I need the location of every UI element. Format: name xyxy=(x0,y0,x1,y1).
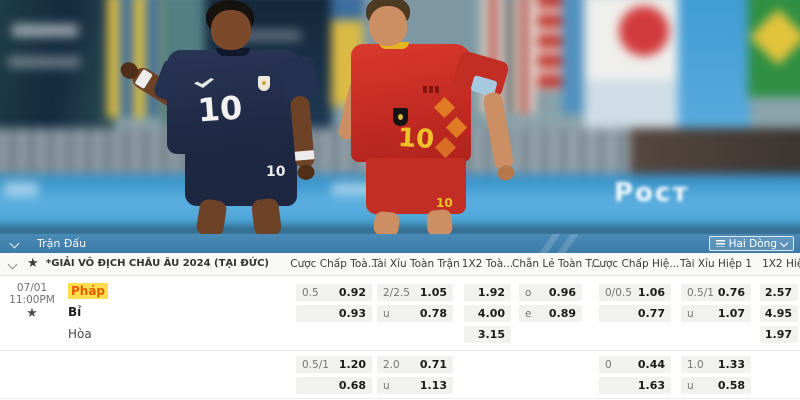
board-smudge xyxy=(4,182,38,196)
match-photo: Рост 10 10 xyxy=(0,0,800,234)
odds-ft-under-alt[interactable]: u 1.13 xyxy=(377,377,453,394)
draw-label: Hòa xyxy=(68,327,92,341)
france-leg xyxy=(250,197,283,234)
photo-bottom-shade xyxy=(0,227,800,234)
ad-board-text: Рост xyxy=(614,178,690,208)
section-collapse-chevron-icon[interactable] xyxy=(9,238,20,249)
odds-ft-handicap-home-alt[interactable]: 0.5/1 1.20 xyxy=(296,356,372,373)
column-header-ft-oddeven: Chẵn Lẻ Toàn T... xyxy=(512,258,601,270)
match-time: 11:00PM xyxy=(9,294,55,306)
bar-stripe-decor xyxy=(557,234,579,253)
belgium-collar xyxy=(379,42,409,49)
flag-yellow-blue xyxy=(107,0,161,118)
odds-fh-handicap-home[interactable]: 0/0.5 1.06 xyxy=(599,284,671,301)
odds-ft-over[interactable]: 2/2.5 1.05 xyxy=(377,284,453,301)
flag-japan xyxy=(584,0,680,82)
wristband xyxy=(294,150,315,161)
crowd-band xyxy=(0,128,630,178)
match-favorite-star-icon[interactable]: ★ xyxy=(26,306,38,321)
odds-ft-1x2-home[interactable]: 1.92 xyxy=(464,284,511,301)
odds-fh-handicap-away[interactable]: 0.77 xyxy=(599,305,671,322)
banner-text-smudge xyxy=(8,56,80,68)
crowd-dots xyxy=(0,128,630,178)
dark-band-right xyxy=(610,128,800,178)
belgium-leg xyxy=(425,208,454,234)
belgium-jersey-number: 10 xyxy=(397,123,435,155)
odds-ft-under[interactable]: u 0.78 xyxy=(377,305,453,322)
banner-text-smudge xyxy=(12,24,78,37)
odds-ft-odd[interactable]: o 0.96 xyxy=(519,284,582,301)
france-face xyxy=(211,10,251,50)
france-leg xyxy=(195,198,228,234)
league-title: *GIẢI VÔ ĐỊCH CHÂU ÂU 2024 (TẠI ĐỨC) xyxy=(46,258,269,269)
odds-fh-handicap-home-alt[interactable]: 0 0.44 xyxy=(599,356,671,373)
odds-fh-over-alt[interactable]: 1.0 1.33 xyxy=(681,356,751,373)
bottom-border xyxy=(0,398,800,399)
display-mode-label: Hai Dòng xyxy=(728,237,777,250)
belgium-leg xyxy=(372,210,401,234)
belgium-face xyxy=(369,6,407,46)
odds-ft-handicap-away[interactable]: 0.93 xyxy=(296,305,372,322)
column-header-ft-handicap: Cược Chấp Toà... xyxy=(290,258,378,270)
column-header-fh-1x2: 1X2 Hiệp 1 xyxy=(762,258,800,270)
chevron-down-icon xyxy=(779,238,789,247)
odds-ft-handicap-away-alt[interactable]: 0.68 xyxy=(296,377,372,394)
odds-fh-under-alt[interactable]: u 0.58 xyxy=(681,377,751,394)
match-row: 07/01 11:00PM ★ Pháp Bỉ Hòa 0.5 0.92 0.93… xyxy=(0,276,800,400)
odds-fh-under[interactable]: u 1.07 xyxy=(681,305,751,322)
banner-text-smudge xyxy=(221,30,301,41)
odds-fh-1x2-draw[interactable]: 1.97 xyxy=(760,326,798,343)
column-header-ft-overunder: Tài Xỉu Toàn Trận xyxy=(372,258,460,270)
odds-ft-1x2-draw[interactable]: 3.15 xyxy=(464,326,511,343)
bar-stripe-decor xyxy=(539,234,561,253)
belgium-crest xyxy=(393,108,408,126)
match-date: 07/01 xyxy=(16,282,48,294)
france-collar xyxy=(216,48,250,56)
league-favorite-star-icon[interactable]: ★ xyxy=(27,256,39,271)
match-datetime: 07/01 11:00PM xyxy=(0,282,64,306)
home-team: Pháp xyxy=(68,283,109,299)
odds-ft-handicap-home[interactable]: 0.5 0.92 xyxy=(296,284,372,301)
adidas-logo-icon xyxy=(423,86,439,93)
column-header-fh-handicap: Cược Chấp Hiệ... xyxy=(592,258,680,270)
line-group-separator xyxy=(0,350,800,351)
odds-ft-over-alt[interactable]: 2.0 0.71 xyxy=(377,356,453,373)
france-shorts-number: 10 xyxy=(266,164,286,180)
display-mode-button[interactable]: Hai Dòng xyxy=(708,236,794,251)
odds-ft-1x2-away[interactable]: 4.00 xyxy=(464,305,511,322)
home-team-name: Pháp xyxy=(68,283,109,299)
belgium-shorts-number: 10 xyxy=(436,196,453,210)
odds-fh-1x2-home[interactable]: 2.57 xyxy=(760,284,798,301)
flag-blue-sliver xyxy=(562,0,586,114)
league-header-row: ★ *GIẢI VÔ ĐỊCH CHÂU ÂU 2024 (TẠI ĐỨC) C… xyxy=(0,253,800,276)
panel-blue xyxy=(678,0,750,137)
rows-icon xyxy=(715,240,725,247)
flag-japan-circle xyxy=(619,6,669,56)
column-header-ft-1x2: 1X2 Toà... xyxy=(461,258,514,270)
france-jersey-number: 10 xyxy=(196,88,244,130)
belgium-shorts xyxy=(366,158,466,214)
odds-fh-1x2-away[interactable]: 4.95 xyxy=(760,305,798,322)
odds-fh-handicap-away-alt[interactable]: 1.63 xyxy=(599,377,671,394)
section-title: Trận Đấu xyxy=(37,237,87,250)
flag-brazil-diamond xyxy=(749,8,800,66)
league-collapse-chevron-icon[interactable] xyxy=(7,259,18,270)
crest-dot xyxy=(262,81,266,85)
nike-swoosh-icon xyxy=(194,78,214,88)
column-header-fh-overunder: Tài Xỉu Hiệp 1 xyxy=(680,258,752,270)
flag-brazil xyxy=(748,0,800,97)
france-crest xyxy=(258,76,270,91)
odds-ft-even[interactable]: e 0.89 xyxy=(519,305,582,322)
away-team: Bỉ xyxy=(68,305,82,319)
banner-dark-left xyxy=(0,0,115,140)
odds-fh-over[interactable]: 0.5/1 0.76 xyxy=(681,284,751,301)
france-shorts xyxy=(185,150,297,206)
crest-dot xyxy=(398,114,403,120)
odds-table: ★ *GIẢI VÔ ĐỊCH CHÂU ÂU 2024 (TẠI ĐỨC) C… xyxy=(0,253,800,400)
match-section-bar: Trận Đấu Hai Dòng xyxy=(0,234,800,253)
flag-red-striped xyxy=(537,0,564,90)
